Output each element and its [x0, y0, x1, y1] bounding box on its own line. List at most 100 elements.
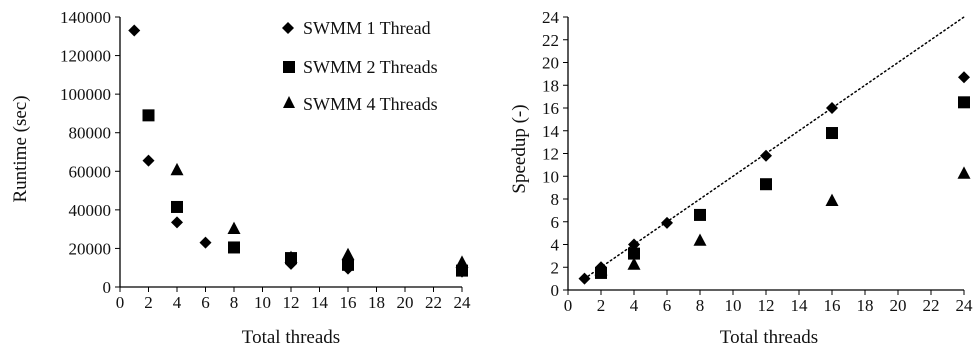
speedup-x-tick-label: 6: [663, 296, 672, 315]
runtime-x-tick-label: 12: [283, 293, 300, 312]
speedup-axes: 0 2 4 6 8 10 12 14 16 18 20 22 240246810121416182022…: [542, 8, 973, 315]
speedup-y-tick-label: 10: [542, 167, 559, 186]
runtime-y-tick-label: 60000: [69, 162, 112, 181]
speedup-x-tick-label: 10: [725, 296, 742, 315]
speedup-series-triangle: [594, 166, 971, 276]
speedup-x-tick-label: 8: [696, 296, 705, 315]
runtime-x-tick-label: 24: [454, 293, 472, 312]
runtime-point-square: [342, 258, 354, 271]
runtime-point-triangle: [284, 250, 298, 263]
speedup-point-triangle: [825, 193, 839, 206]
runtime-point-triangle: [227, 221, 241, 235]
runtime-point-triangle: [455, 255, 469, 268]
legend-label-swmm-2-threads: SWMM 2 Threads: [303, 57, 438, 77]
runtime-x-tick-label: 0: [116, 293, 125, 312]
speedup-point-square: [694, 208, 706, 221]
legend-label-swmm-4-threads: SWMM 4 Threads: [303, 94, 438, 114]
speedup-y-tick-label: 18: [542, 76, 559, 95]
speedup-point-square: [628, 247, 640, 260]
speedup-point-square: [958, 96, 970, 109]
runtime-point-diamond: [128, 24, 141, 37]
runtime-y-tick-label: 100000: [60, 85, 111, 104]
speedup-y-tick-label: 22: [542, 31, 559, 50]
runtime-point-square: [228, 241, 240, 254]
speedup-series-square: [595, 96, 970, 279]
runtime-x-tick-label: 2: [144, 293, 153, 312]
runtime-x-tick-label: 4: [173, 293, 182, 312]
speedup-y-tick-label: 4: [551, 236, 560, 255]
legend-item-swmm-1-thread: SWMM 1 Thread: [282, 18, 431, 38]
runtime-axes: 0 2 4 6 8 10 12 14 16 18 20 22 240200004000060000800…: [60, 8, 471, 312]
speedup-x-tick-label: 4: [630, 296, 639, 315]
runtime-x-tick-label: 22: [425, 293, 442, 312]
speedup-y-tick-label: 2: [551, 258, 560, 277]
speedup-x-tick-label: 14: [791, 296, 809, 315]
speedup-point-diamond: [628, 238, 640, 251]
speedup-x-tick-label: 24: [956, 296, 974, 315]
speedup-y-tick-label: 20: [542, 54, 559, 73]
runtime-point-diamond: [171, 216, 183, 229]
speedup-y-tick-label: 8: [551, 190, 560, 209]
runtime-y-tick-label: 140000: [60, 8, 111, 27]
speedup-point-triangle: [627, 257, 641, 270]
speedup-point-diamond: [826, 102, 838, 114]
runtime-x-tick-label: 18: [368, 293, 385, 312]
runtime-point-square: [171, 200, 183, 213]
runtime-y-tick-label: 40000: [69, 201, 112, 220]
speedup-y-tick-label: 12: [542, 145, 559, 164]
runtime-legend: SWMM 1 Thread SWMM 2 Threads SWMM 4 Thre…: [282, 18, 438, 114]
runtime-x-tick-label: 6: [201, 293, 210, 312]
runtime-x-tick-label: 16: [340, 293, 357, 312]
speedup-ideal-speedup-line: [583, 16, 965, 280]
speedup-x-tick-label: 12: [758, 296, 775, 315]
runtime-x-tick-label: 8: [230, 293, 239, 312]
runtime-x-tick-label: 14: [311, 293, 329, 312]
runtime-y-axis-title: Runtime (sec): [10, 95, 31, 202]
speedup-point-diamond: [661, 216, 673, 229]
legend-label-swmm-1-thread: SWMM 1 Thread: [303, 18, 431, 38]
speedup-x-tick-label: 16: [824, 296, 841, 315]
runtime-x-tick-label: 10: [254, 293, 271, 312]
speedup-x-tick-label: 2: [597, 296, 606, 315]
speedup-x-tick-label: 18: [857, 296, 874, 315]
speedup-x-tick-label: 0: [564, 296, 573, 315]
runtime-y-tick-label: 0: [103, 278, 112, 297]
speedup-point-diamond: [578, 272, 591, 285]
runtime-series-triangle: [170, 162, 469, 268]
runtime-point-diamond: [142, 154, 155, 167]
speedup-x-tick-label: 20: [890, 296, 907, 315]
legend-item-swmm-4-threads: SWMM 4 Threads: [283, 94, 438, 114]
runtime-point-triangle: [341, 247, 355, 261]
runtime-y-tick-label: 80000: [69, 124, 112, 143]
speedup-y-tick-label: 14: [542, 122, 560, 141]
legend-square-marker: [283, 61, 295, 73]
runtime-series-square: [142, 109, 468, 277]
legend-triangle-marker: [283, 96, 295, 108]
runtime-point-diamond: [199, 236, 212, 249]
speedup-point-diamond: [760, 149, 772, 162]
runtime-y-tick-label: 20000: [69, 239, 112, 258]
runtime-x-axis-title: Total threads: [242, 327, 340, 348]
legend-item-swmm-2-threads: SWMM 2 Threads: [283, 57, 438, 77]
speedup-y-tick-label: 16: [542, 99, 559, 118]
speedup-y-tick-label: 24: [542, 8, 560, 27]
speedup-point-square: [826, 127, 838, 140]
runtime-point-triangle: [170, 162, 184, 176]
speedup-x-axis-title: Total threads: [720, 327, 818, 348]
runtime-point-square: [142, 109, 155, 122]
speedup-chart: Speedup (-) Total threads 0 2 4 6 8 10 12 14 16 1…: [509, 8, 973, 348]
runtime-x-tick-label: 20: [397, 293, 414, 312]
speedup-y-tick-label: 6: [551, 213, 560, 232]
runtime-y-tick-label: 120000: [60, 47, 111, 66]
runtime-chart: Runtime (sec) Total threads SWMM 1 Threa…: [10, 8, 471, 348]
speedup-y-axis-title: Speedup (-): [509, 104, 530, 193]
speedup-point-diamond: [958, 71, 970, 84]
legend-diamond-marker: [282, 22, 294, 34]
speedup-point-triangle: [594, 263, 608, 276]
speedup-point-triangle: [693, 233, 707, 246]
speedup-point-square: [760, 178, 772, 191]
speedup-point-triangle: [957, 166, 971, 179]
speedup-x-tick-label: 22: [923, 296, 940, 315]
speedup-y-tick-label: 0: [551, 281, 560, 300]
